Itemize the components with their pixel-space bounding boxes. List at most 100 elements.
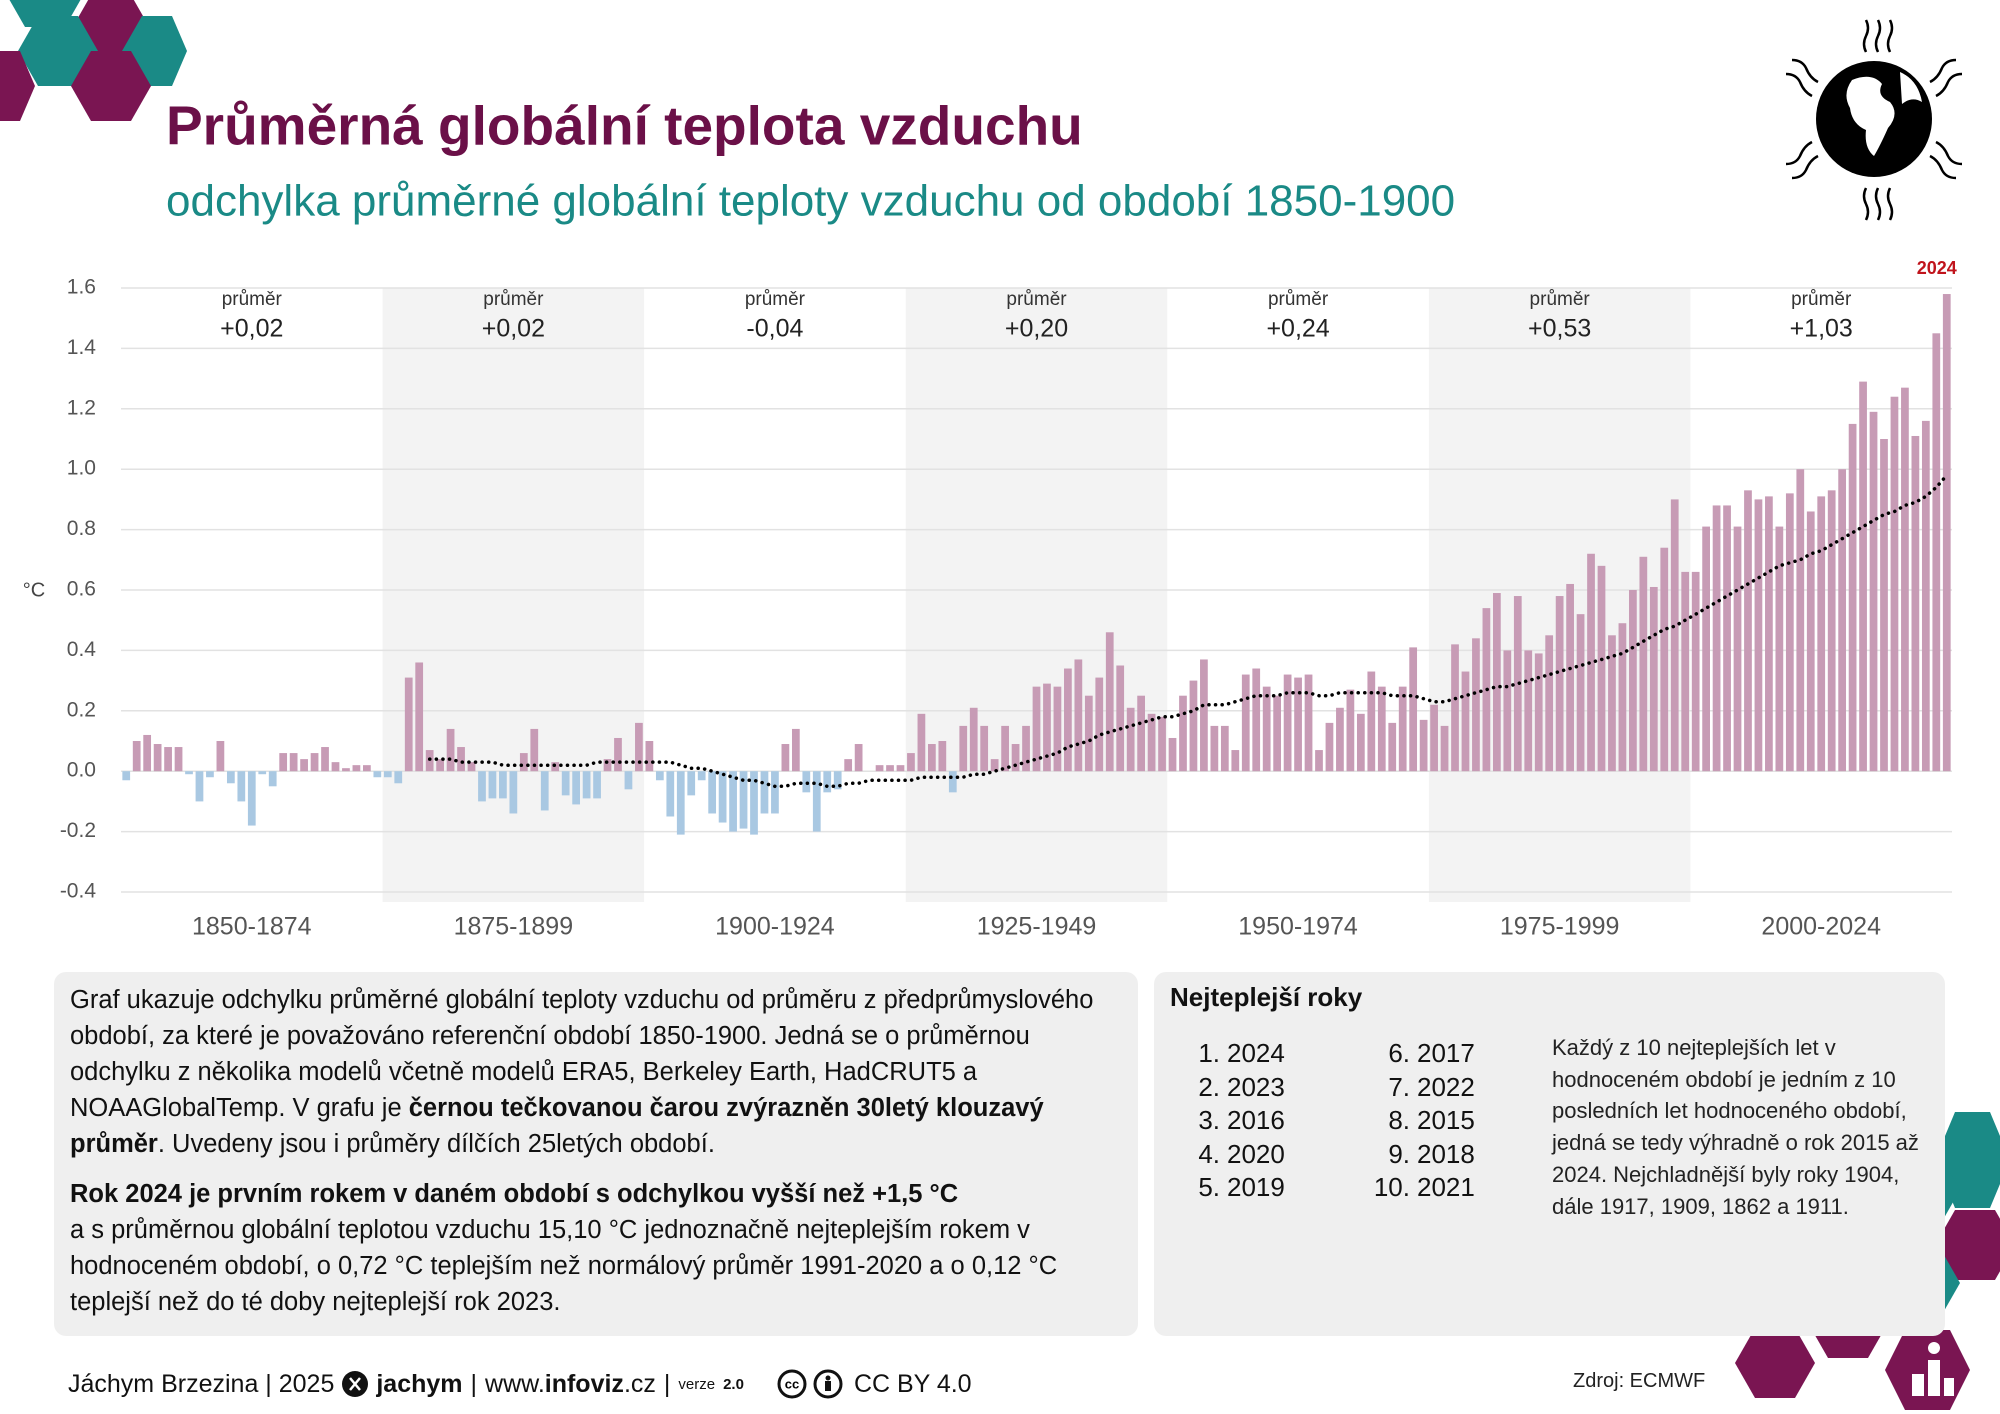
bar bbox=[959, 725, 968, 772]
bar bbox=[331, 762, 340, 772]
bar bbox=[1597, 565, 1606, 772]
period-mean-caption: průměr bbox=[483, 289, 544, 310]
y-tick-label: 1.6 bbox=[67, 276, 96, 299]
bar bbox=[614, 737, 622, 772]
bar bbox=[1702, 526, 1710, 772]
bar bbox=[373, 771, 382, 778]
bar bbox=[310, 753, 319, 772]
warmest-title: Nejteplejší roky bbox=[1170, 982, 1363, 1012]
bar bbox=[1095, 677, 1104, 772]
period-label: 1875-1899 bbox=[454, 913, 574, 941]
period-label: 1900-1924 bbox=[715, 913, 835, 941]
author: Jáchym Brzezina | 2025 bbox=[68, 1369, 335, 1398]
bar bbox=[886, 765, 894, 772]
bar bbox=[854, 744, 863, 772]
rank: 2. bbox=[1198, 1071, 1220, 1102]
y-tick-label: 0.6 bbox=[67, 578, 96, 601]
bar bbox=[1241, 674, 1250, 772]
bar bbox=[1534, 653, 1543, 772]
year: 2021 bbox=[1417, 1172, 1475, 1203]
warmest-note: Každý z 10 nejteplejších let v hodnocené… bbox=[1552, 1035, 1919, 1219]
rank: 3. bbox=[1198, 1105, 1220, 1136]
bar bbox=[404, 677, 413, 772]
period-label: 1975-1999 bbox=[1500, 913, 1620, 941]
year: 2020 bbox=[1227, 1138, 1285, 1169]
year: 2016 bbox=[1227, 1105, 1285, 1136]
bar bbox=[655, 771, 664, 781]
bar bbox=[739, 771, 748, 829]
bar bbox=[1220, 725, 1229, 772]
bar bbox=[174, 747, 183, 772]
bar bbox=[1200, 659, 1208, 772]
bar bbox=[1325, 722, 1334, 772]
handle: jachym bbox=[376, 1369, 463, 1398]
rank: 9. bbox=[1388, 1138, 1410, 1169]
text-run: Graf ukazuje odchylku průměrné globální … bbox=[70, 986, 1094, 1122]
bar bbox=[530, 728, 539, 772]
bar bbox=[1262, 686, 1271, 772]
paragraph: Rok 2024 je prvním rokem v daném období … bbox=[70, 1176, 1122, 1320]
bar bbox=[718, 771, 727, 823]
bar bbox=[1147, 713, 1156, 772]
bar bbox=[624, 771, 633, 790]
text-run: Rok 2024 je prvním rokem v daném období … bbox=[70, 1180, 959, 1208]
period-mean: -0,04 bbox=[746, 315, 803, 343]
site-suffix: .cz bbox=[623, 1369, 656, 1398]
website: www.infoviz.cz bbox=[485, 1370, 656, 1399]
bar bbox=[363, 765, 371, 772]
bar bbox=[844, 759, 853, 772]
bar bbox=[1451, 644, 1459, 772]
bar bbox=[1304, 674, 1313, 772]
title: Průměrná globální teplota vzduchu bbox=[166, 95, 1083, 157]
bar bbox=[1890, 396, 1899, 772]
bar bbox=[1754, 499, 1763, 772]
year: 2018 bbox=[1417, 1138, 1475, 1169]
bar bbox=[823, 771, 832, 793]
bar bbox=[1273, 695, 1282, 772]
period-mean-caption: průměr bbox=[1791, 289, 1852, 310]
bar bbox=[1158, 716, 1166, 772]
bar bbox=[206, 771, 214, 778]
bar bbox=[1064, 668, 1072, 772]
bar bbox=[342, 768, 350, 772]
bar bbox=[1723, 505, 1731, 772]
bar bbox=[1566, 583, 1574, 772]
bar bbox=[1524, 650, 1533, 772]
bar bbox=[1346, 689, 1355, 772]
bar bbox=[1691, 571, 1700, 772]
bar bbox=[1649, 586, 1658, 772]
period-mean: +0,53 bbox=[1528, 315, 1591, 343]
period-mean: +0,24 bbox=[1266, 315, 1329, 343]
bar bbox=[1608, 635, 1616, 772]
period-label: 2000-2024 bbox=[1761, 913, 1881, 941]
bar bbox=[237, 771, 246, 802]
bar bbox=[1744, 490, 1752, 772]
bar bbox=[561, 771, 570, 796]
year: 2015 bbox=[1417, 1105, 1475, 1136]
bar bbox=[478, 771, 486, 802]
bar bbox=[1179, 695, 1187, 772]
bar bbox=[1440, 725, 1449, 772]
bar bbox=[1503, 650, 1512, 772]
bar bbox=[1022, 725, 1030, 772]
bar bbox=[122, 771, 131, 781]
bar bbox=[216, 741, 225, 772]
period-mean-caption: průměr bbox=[1268, 289, 1329, 310]
bar bbox=[1032, 686, 1041, 772]
bar bbox=[1796, 469, 1805, 772]
period-mean: +1,03 bbox=[1790, 315, 1853, 343]
text-run: . Uvedeny jsou i průměry dílčích 25letýc… bbox=[157, 1130, 715, 1158]
rank: 1. bbox=[1198, 1038, 1220, 1068]
bar bbox=[1942, 294, 1951, 772]
period-mean-caption: průměr bbox=[745, 289, 806, 310]
bar bbox=[1377, 686, 1386, 772]
bar bbox=[195, 771, 204, 802]
svg-text:cc: cc bbox=[785, 1376, 799, 1391]
bar bbox=[687, 771, 696, 796]
rank: 4. bbox=[1198, 1138, 1220, 1169]
bar bbox=[1189, 680, 1198, 772]
highlight-label: 2024 bbox=[1917, 258, 1957, 278]
bar bbox=[1419, 719, 1428, 772]
bar bbox=[1880, 439, 1888, 772]
period-mean-caption: průměr bbox=[1006, 289, 1067, 310]
